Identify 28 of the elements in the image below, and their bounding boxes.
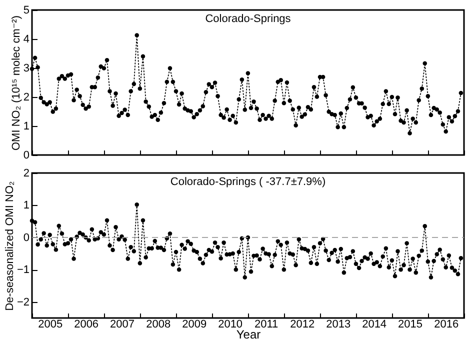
chart-title: Colorado-Springs ( -37.7±7.9%) (170, 176, 326, 188)
y-tick-label: 1 (23, 200, 30, 212)
x-tick-label: 2006 (74, 318, 99, 330)
y-tick-label: 1 (23, 120, 30, 132)
y-axis-title: OMI NO₂ (10¹⁵ molec cm⁻²) (10, 15, 22, 151)
y-tick-label: 3 (23, 62, 30, 74)
x-axis-title: Year (236, 328, 261, 342)
x-tick-label: 2014 (362, 318, 387, 330)
y-tick-label: 2 (23, 92, 30, 104)
x-tick-label: 2012 (290, 318, 315, 330)
chart-title: Colorado-Springs (205, 13, 292, 25)
x-tick-label: 2011 (254, 318, 278, 330)
y-tick-label: 0 (23, 232, 30, 244)
y-tick-label: 5 (23, 4, 30, 16)
x-tick-label: 2007 (110, 318, 135, 330)
y-tick-label: −2 (16, 296, 30, 308)
x-tick-label: 2015 (398, 318, 423, 330)
y-tick-label: 0 (23, 150, 30, 162)
x-tick-label: 2016 (434, 318, 459, 330)
x-tick-label: 2010 (218, 318, 243, 330)
y-tick-label: 2 (23, 168, 30, 180)
x-tick-label: 2013 (326, 318, 351, 330)
x-tick-label: 2009 (182, 318, 207, 330)
y-axis-title: De-seasonalized OMI NO₂ (4, 181, 16, 311)
y-tick-label: −1 (16, 264, 30, 276)
x-tick-label: 2008 (146, 318, 171, 330)
y-tick-label: 4 (23, 34, 30, 46)
x-tick-label: 2005 (38, 318, 63, 330)
